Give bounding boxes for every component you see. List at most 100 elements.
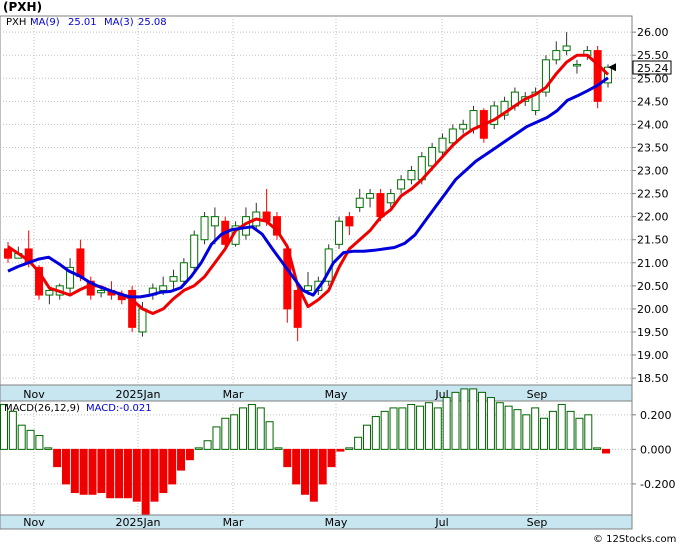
macd-bar xyxy=(407,403,416,450)
candle-body xyxy=(355,197,364,208)
x-tick-label: 2025Jan xyxy=(116,516,161,529)
macd-bar xyxy=(433,407,442,450)
macd-params-label: MACD(26,12,9) xyxy=(4,403,80,414)
candle-body xyxy=(200,216,209,241)
macd-bar xyxy=(460,388,469,450)
candle-body xyxy=(159,285,168,291)
macd-bar xyxy=(301,448,309,495)
candle-body xyxy=(469,110,478,130)
chart-title: (PXH) xyxy=(3,0,43,14)
candle-body xyxy=(552,50,561,61)
macd-bar xyxy=(389,407,398,450)
price-tick-label: 26.00 xyxy=(637,26,669,39)
macd-bar xyxy=(354,436,363,450)
x-tick-label: Mar xyxy=(223,516,244,529)
candle-body xyxy=(593,50,602,102)
last-price-box xyxy=(632,60,672,75)
price-tick-label: 19.50 xyxy=(637,326,669,339)
macd-tick-label: -0.200 xyxy=(640,478,675,491)
candle-body xyxy=(97,289,106,294)
macd-bar xyxy=(469,388,478,450)
macd-bar xyxy=(398,407,407,450)
macd-bar xyxy=(522,414,531,450)
macd-bar xyxy=(362,424,371,450)
x-tick-label: Sep xyxy=(527,516,548,529)
x-tick-label: Jul xyxy=(434,516,448,529)
macd-bar xyxy=(265,421,274,450)
candle-body xyxy=(190,234,199,268)
x-tick-label: Mar xyxy=(223,388,244,401)
price-panel xyxy=(0,15,633,386)
macd-bar xyxy=(584,414,593,450)
macd-bar xyxy=(575,417,584,450)
watermark: © 12Stocks.com xyxy=(593,534,676,545)
macd-bar xyxy=(159,448,168,494)
macd-bar xyxy=(203,440,212,450)
macd-bar xyxy=(247,403,256,450)
macd-bar xyxy=(115,448,124,499)
candle-body xyxy=(128,289,137,328)
legend-ma9-label: MA(9) xyxy=(30,17,60,28)
macd-bar xyxy=(70,448,79,494)
candle-body xyxy=(428,146,437,167)
macd-bar xyxy=(141,448,150,516)
legend-ma3-value: 25.08 xyxy=(138,17,167,28)
candle-body xyxy=(66,266,75,289)
macd-bar xyxy=(416,405,425,450)
candle-body xyxy=(169,276,178,282)
price-tick-label: 25.00 xyxy=(637,72,669,85)
price-tick-label: 24.00 xyxy=(637,118,669,131)
macd-bar xyxy=(292,448,301,485)
macd-bar xyxy=(106,448,115,499)
x-tick-label: May xyxy=(325,388,348,401)
macd-bar xyxy=(132,448,141,502)
macd-bar xyxy=(256,407,265,450)
candle-body xyxy=(541,59,550,93)
price-tick-label: 22.50 xyxy=(637,188,669,201)
legend-ma3-label: MA(3) xyxy=(104,17,134,28)
price-tick-label: 25.50 xyxy=(637,49,669,62)
candle-body xyxy=(386,193,395,204)
candle-body xyxy=(76,248,85,278)
macd-bar xyxy=(336,448,345,452)
macd-bar xyxy=(185,448,194,461)
candle-body xyxy=(345,216,354,227)
price-tick-label: 19.00 xyxy=(637,349,669,362)
macd-bar xyxy=(345,447,354,450)
candle-body xyxy=(179,262,188,282)
price-tick-label: 20.50 xyxy=(637,280,669,293)
last-price-label: 25.24 xyxy=(637,62,669,75)
candle-body xyxy=(572,63,581,67)
macd-bar xyxy=(495,402,504,450)
macd-bar xyxy=(97,448,106,494)
macd-bar xyxy=(194,447,203,450)
candle-body xyxy=(138,308,147,333)
macd-bar xyxy=(168,448,177,485)
macd-bar xyxy=(504,405,513,450)
x-tick-label: May xyxy=(325,516,348,529)
macd-bar xyxy=(478,391,487,450)
macd-bar xyxy=(593,447,602,450)
price-tick-label: 23.00 xyxy=(637,165,669,178)
candle-body xyxy=(459,123,468,130)
candle-body xyxy=(45,289,54,296)
macd-bar xyxy=(177,448,186,471)
x-tick-label: Nov xyxy=(23,388,45,401)
macd-bar xyxy=(53,448,62,468)
x-tick-label: Sep xyxy=(527,388,548,401)
macd-bar xyxy=(513,409,522,450)
candle-body xyxy=(335,220,344,245)
macd-bar xyxy=(531,407,540,450)
macd-tick-label: 0.000 xyxy=(640,443,672,456)
macd-bar xyxy=(318,448,327,485)
macd-bar xyxy=(150,448,159,502)
candle-body xyxy=(500,100,509,116)
macd-bar xyxy=(283,448,292,468)
macd-bar xyxy=(221,417,230,450)
price-tick-label: 24.50 xyxy=(637,95,669,108)
candle-body xyxy=(438,137,447,153)
candle-body xyxy=(562,45,571,52)
macd-bar xyxy=(0,403,8,450)
macd-bar xyxy=(327,448,336,468)
